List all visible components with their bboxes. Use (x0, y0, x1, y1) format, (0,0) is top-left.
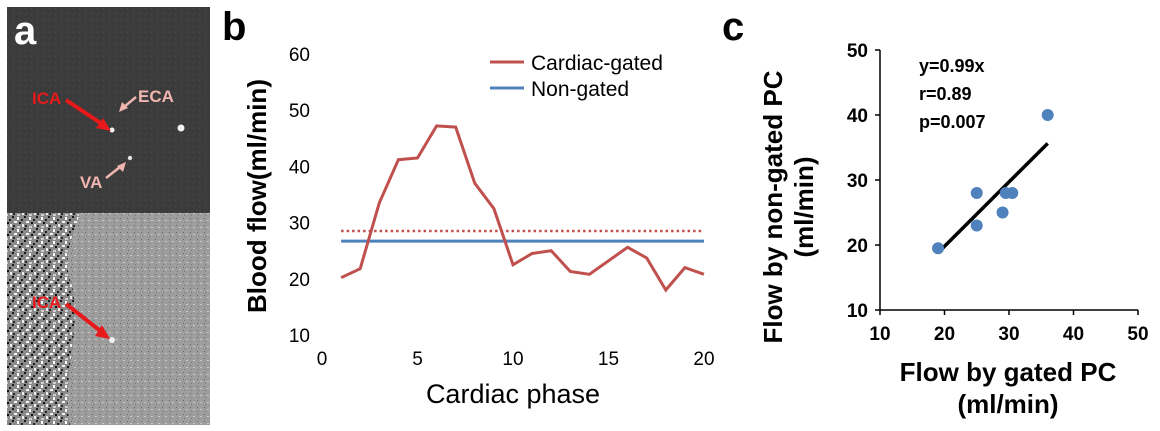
c-scatter-point (932, 242, 945, 255)
c-ytick-label: 20 (847, 236, 868, 257)
arrowhead-va (117, 162, 126, 172)
vessel-ica-spot (109, 127, 115, 133)
b-ytick-label: 30 (289, 214, 310, 235)
vessel-ica-spot-phase (109, 337, 115, 343)
c-ylabel: Flow by non-gated PC (758, 70, 788, 343)
c-fit-line (936, 142, 1049, 254)
b-ytick-label: 40 (289, 157, 310, 178)
phase-image-smooth-region (67, 213, 210, 425)
c-xtick-label: 50 (1127, 324, 1148, 345)
arrow-ica-top (64, 98, 107, 128)
arrowhead-ica-bottom (95, 325, 110, 339)
c-xlabel-unit: (ml/min) (957, 389, 1058, 419)
c-scatter-point (970, 219, 983, 232)
b-xtick-label: 20 (693, 349, 714, 370)
c-ytick-label: 30 (847, 171, 868, 192)
c-ytick-label: 10 (847, 301, 868, 322)
b-xtick-label: 0 (317, 349, 328, 370)
legend-label-cardiac-gated: Cardiac-gated (531, 52, 663, 75)
label-ica-bottom: ICA (32, 293, 61, 312)
c-ytick-label: 50 (847, 41, 868, 62)
c-xtick-label: 10 (869, 324, 890, 345)
c-scatter-point (996, 206, 1009, 219)
c-scatter-point (1041, 109, 1054, 121)
b-xtick-label: 5 (412, 349, 423, 370)
panel-letter-c: c (722, 5, 744, 49)
b-xtick-label: 15 (598, 349, 619, 370)
c-xtick-label: 20 (934, 324, 955, 345)
c-ytick-label: 40 (847, 106, 868, 127)
c-xlabel: Flow by gated PC (900, 357, 1117, 387)
panel-letter-a: a (14, 9, 37, 53)
c-scatter-point (970, 187, 983, 199)
label-eca: ECA (138, 87, 174, 106)
b-series-line-cardiac-gated (340, 124, 705, 293)
b-ylabel: Blood flow(ml/min) (242, 79, 272, 313)
flow-comparison-scatter: 10 20 30 40 50 10 20 30 40 50 (847, 41, 1149, 345)
c-annotation-p: p=0.007 (919, 112, 986, 132)
arrow-ica-bottom (64, 302, 105, 335)
b-xlabel: Cardiac phase (426, 379, 600, 409)
b-ytick-label: 60 (289, 45, 310, 66)
b-xtick-label: 10 (502, 349, 523, 370)
vessel-va-spot (127, 155, 133, 161)
panel-a: a ICA ECA VA ICA (7, 7, 210, 425)
c-ylabel-unit: (ml/min) (789, 156, 819, 257)
label-ica-top: ICA (32, 89, 61, 108)
magnitude-image (7, 7, 210, 213)
c-annotation-equation: y=0.99x (919, 56, 985, 76)
b-ytick-label: 20 (289, 270, 310, 291)
arrow-eca (123, 96, 137, 108)
label-va: VA (80, 173, 102, 192)
arrow-va (105, 166, 121, 179)
panel-b: b 10 20 30 40 50 60 0 5 10 15 20 Cardiac phase Blo… (222, 5, 715, 409)
c-xtick-label: 30 (998, 324, 1019, 345)
b-ytick-label: 50 (289, 101, 310, 122)
vessel-eca-spot (177, 124, 185, 132)
b-ytick-label: 10 (289, 326, 310, 347)
c-xtick-label: 40 (1063, 324, 1084, 345)
c-scatter-point (1006, 187, 1019, 199)
c-annotation-r: r=0.89 (919, 84, 972, 104)
arrowhead-eca (119, 102, 128, 112)
b-legend: Cardiac-gated Non-gated (490, 52, 663, 101)
blood-flow-chart: 10 20 30 40 50 60 0 5 10 15 20 (289, 45, 715, 370)
panel-letter-b: b (222, 5, 246, 49)
legend-label-non-gated: Non-gated (531, 78, 629, 101)
arrowhead-ica-top (96, 118, 111, 131)
